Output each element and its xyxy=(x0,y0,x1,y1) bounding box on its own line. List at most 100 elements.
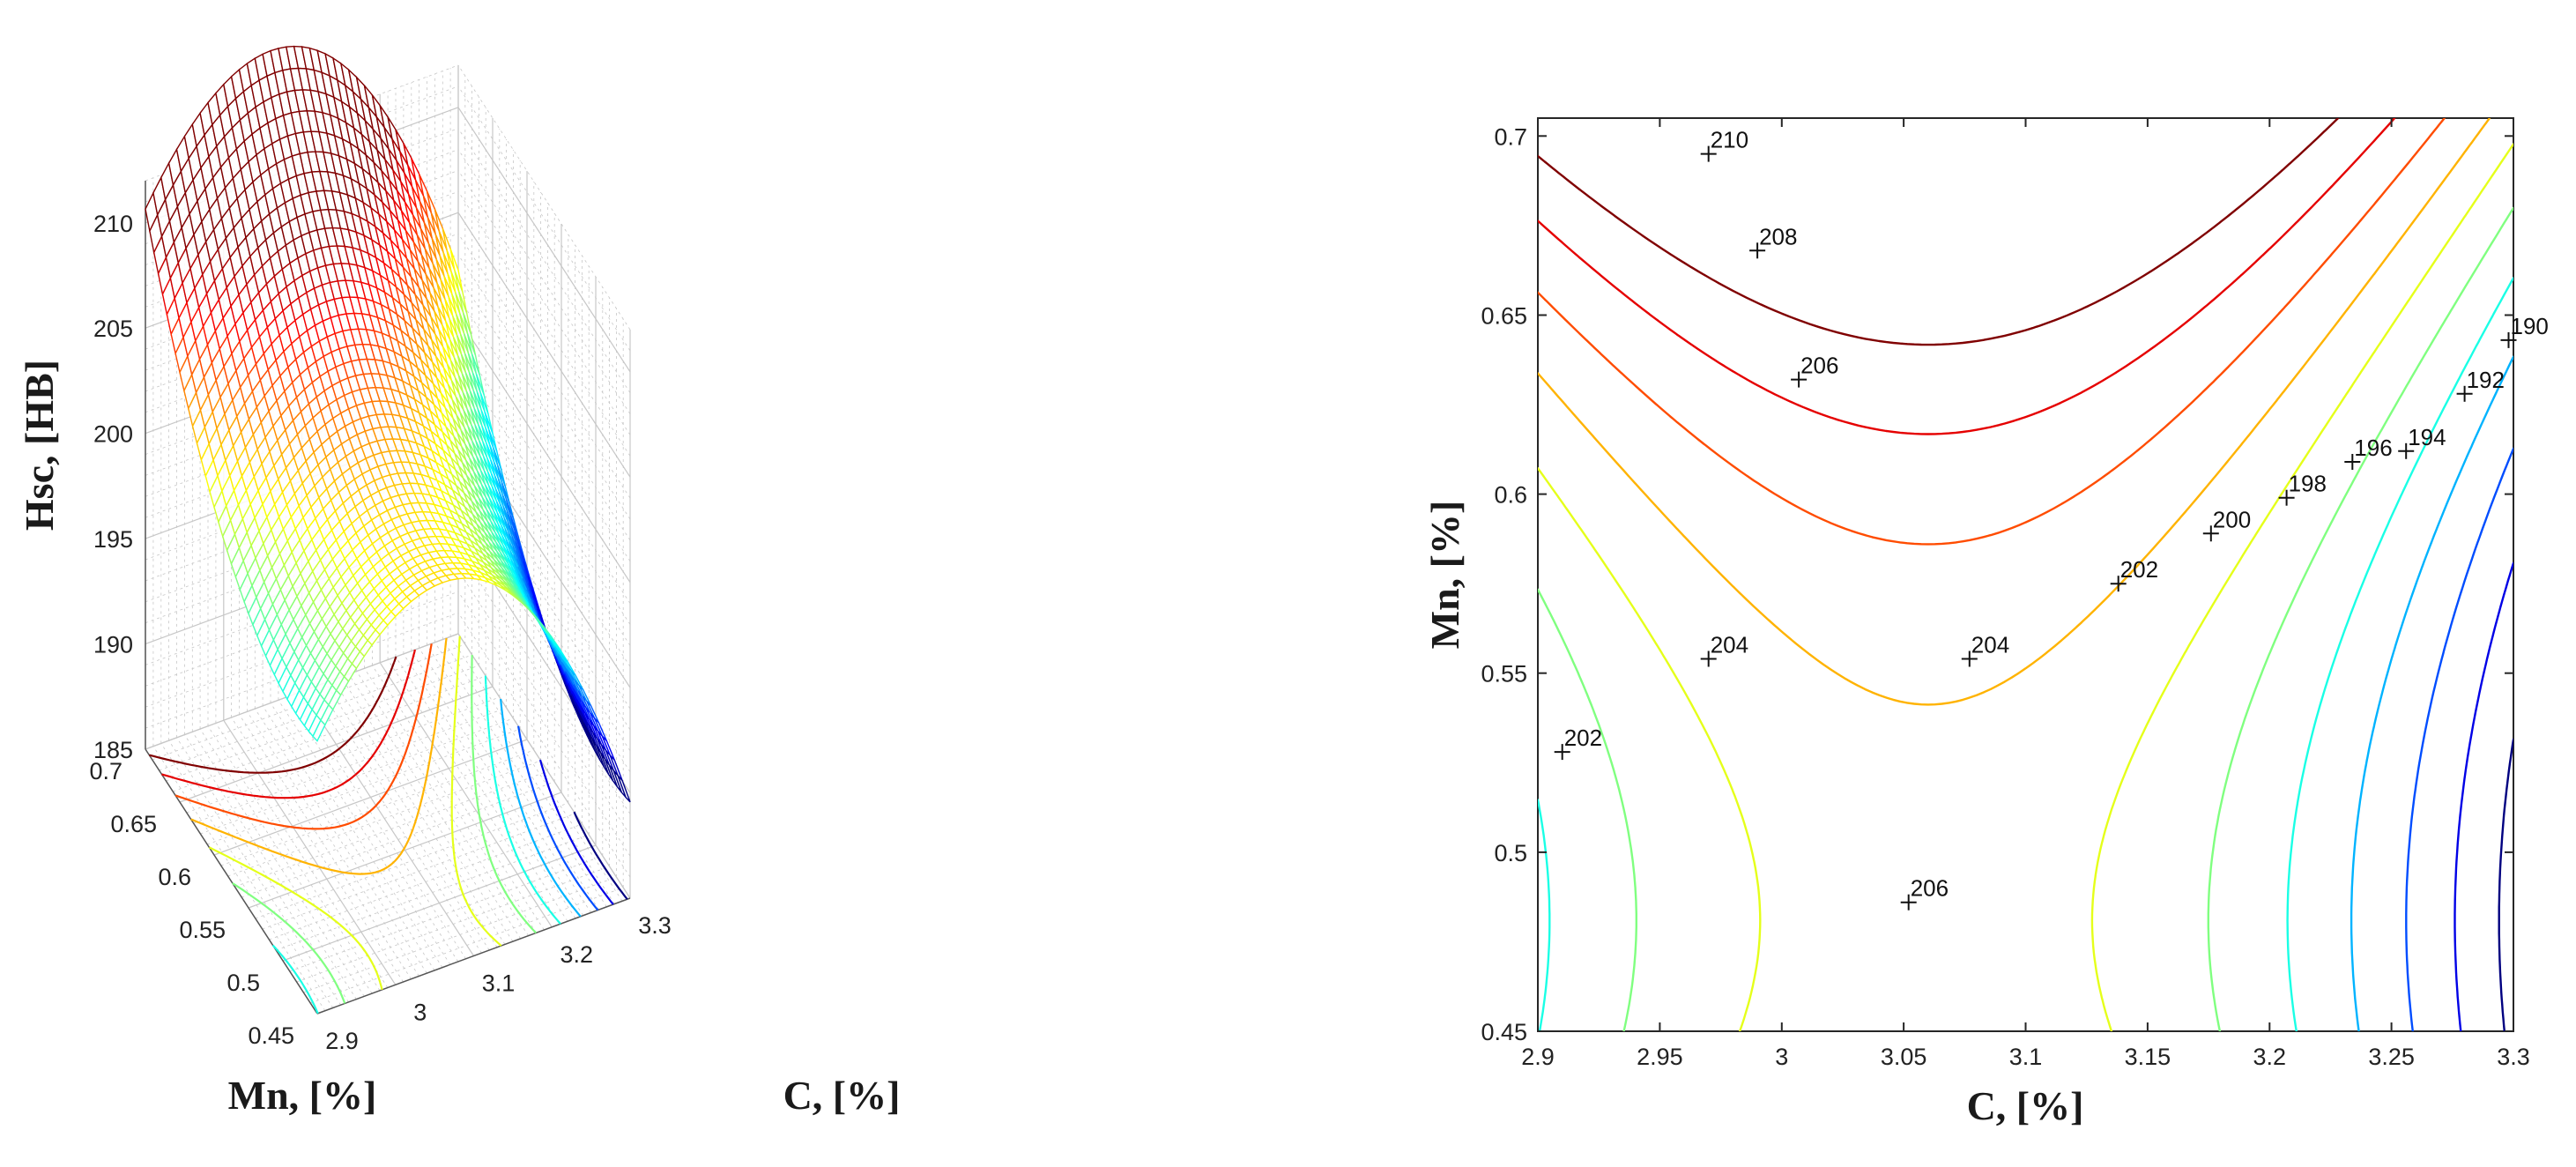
grid-line xyxy=(457,128,631,393)
grid-line xyxy=(227,760,541,877)
grid-line xyxy=(457,633,631,899)
grid-line xyxy=(220,749,534,866)
surface-x-axis-title: C, [%] xyxy=(783,1073,901,1118)
grid-line xyxy=(241,781,555,898)
contour-y-tick-label: 0.5 xyxy=(1494,840,1527,866)
contour-plot-frame xyxy=(1537,117,2514,1032)
grid-line xyxy=(276,834,590,951)
surface-y-tick-label: 0.65 xyxy=(110,811,157,837)
contour-x-tick-label: 3.25 xyxy=(2368,1044,2415,1070)
contour-line-208 xyxy=(1538,118,2396,435)
grid-line xyxy=(457,212,631,478)
contour-ticks: 2.9 2.95 3 3.05 3.1 3.15 3.2 3.25 3.3 0.7 0.65 0.6 0… xyxy=(1481,118,2530,1070)
grid-line xyxy=(457,107,631,373)
grid-line xyxy=(231,717,404,983)
surface-y-tick-label: 0.5 xyxy=(226,970,260,996)
contour-line-196 xyxy=(2350,355,2513,1031)
grid-line xyxy=(179,686,494,803)
grid-line xyxy=(364,668,537,933)
grid-line xyxy=(234,770,548,888)
surface-x-tick-label: 3.1 xyxy=(482,970,516,997)
contour-plot: 210 208 206 206 204 204 202 202 200 198 196 194 192 1… xyxy=(1422,117,2549,1128)
grid-line xyxy=(239,714,412,979)
grid-line xyxy=(282,844,597,962)
grid-line xyxy=(207,728,521,845)
grid-line xyxy=(168,740,341,1006)
surface-x-axis-line xyxy=(316,897,631,1015)
surface-z-tick-label: 210 xyxy=(93,211,133,237)
contour-x-tick-label: 2.9 xyxy=(1521,1044,1555,1070)
contour-x-tick-label: 3.1 xyxy=(2009,1044,2043,1070)
grid-line xyxy=(310,887,624,1004)
floor-contour-208 xyxy=(161,649,416,799)
contour-line-192 xyxy=(2454,561,2513,1031)
grid-line xyxy=(184,734,357,1000)
grid-line xyxy=(379,662,553,928)
floor-contour-202 xyxy=(208,636,502,991)
grid-line xyxy=(213,739,528,856)
grid-line xyxy=(270,702,443,968)
surface-y-tick-label: 0.6 xyxy=(158,864,191,890)
grid-line xyxy=(247,711,419,977)
contour-x-axis-title: C, [%] xyxy=(1967,1083,2084,1128)
floor-contour-194 xyxy=(517,725,599,911)
grid-line xyxy=(316,685,490,951)
contour-label: 206 xyxy=(1800,353,1838,379)
contour-line-198 xyxy=(1538,277,2513,1031)
contour-label: 206 xyxy=(1911,875,1949,902)
contour-label: 208 xyxy=(1759,223,1797,249)
surface-z-tick-label: 195 xyxy=(93,526,133,553)
grid-line xyxy=(278,700,451,965)
floor-contour-204 xyxy=(190,637,448,875)
contour-lines xyxy=(1538,118,2513,1031)
floor-contour-196 xyxy=(500,698,582,918)
grid-line xyxy=(309,688,482,954)
floor-contour-190 xyxy=(573,811,628,900)
contour-x-tick-label: 3 xyxy=(1775,1044,1788,1070)
grid-line xyxy=(457,317,631,584)
contour-label: 200 xyxy=(2213,506,2251,532)
contour-label: 202 xyxy=(1564,725,1602,751)
surface-z-tick-label: 185 xyxy=(93,737,133,763)
contour-label: 204 xyxy=(1971,632,2009,658)
contour-label: 198 xyxy=(2289,471,2327,497)
floor-contour-200 xyxy=(232,655,537,1004)
grid-line xyxy=(173,675,486,792)
contour-label: 202 xyxy=(2120,556,2158,583)
contour-y-tick-label: 0.7 xyxy=(1494,123,1527,150)
surface-z-tick-label: 190 xyxy=(93,632,133,658)
grid-line xyxy=(262,813,575,930)
contour-line-194 xyxy=(2405,447,2513,1031)
surface-y-tick-label: 0.55 xyxy=(179,917,226,943)
contour-labels: 210 208 206 206 204 204 202 202 200 198 196 194 192 1… xyxy=(1554,127,2549,911)
contour-label: 210 xyxy=(1711,127,1748,153)
surface-z-tick-label: 200 xyxy=(93,421,133,448)
contour-x-tick-label: 3.2 xyxy=(2253,1044,2287,1070)
contour-line-190 xyxy=(2498,738,2513,1031)
grid-line xyxy=(269,823,583,940)
contour-label: 190 xyxy=(2511,313,2549,339)
grid-line xyxy=(255,802,568,919)
surface-x-tick-label: 3.2 xyxy=(560,941,594,968)
grid-line xyxy=(457,149,631,414)
grid-line xyxy=(301,691,475,956)
contour-y-axis-title: Mn, [%] xyxy=(1422,501,1467,650)
contour-y-tick-label: 0.6 xyxy=(1494,482,1527,509)
surface-z-tick-label: 205 xyxy=(93,316,133,342)
floor-contour-206 xyxy=(174,643,433,830)
floor-contour-198 xyxy=(271,675,561,1015)
grid-line xyxy=(199,728,373,994)
surface-y-tick-label: 0.45 xyxy=(248,1022,294,1049)
surface-floor-contours xyxy=(149,636,628,1015)
contour-label: 194 xyxy=(2408,424,2446,450)
floor-contour-192 xyxy=(538,759,614,905)
contour-x-tick-label: 2.95 xyxy=(1637,1044,1683,1070)
grid-line xyxy=(457,85,631,352)
surface-y-axis-line xyxy=(145,748,318,1015)
surface-x-tick-label: 2.9 xyxy=(325,1028,359,1054)
surface-x-tick-label: 3 xyxy=(413,999,427,1025)
grid-line xyxy=(449,636,623,902)
contour-line-200 xyxy=(1538,206,2513,1031)
